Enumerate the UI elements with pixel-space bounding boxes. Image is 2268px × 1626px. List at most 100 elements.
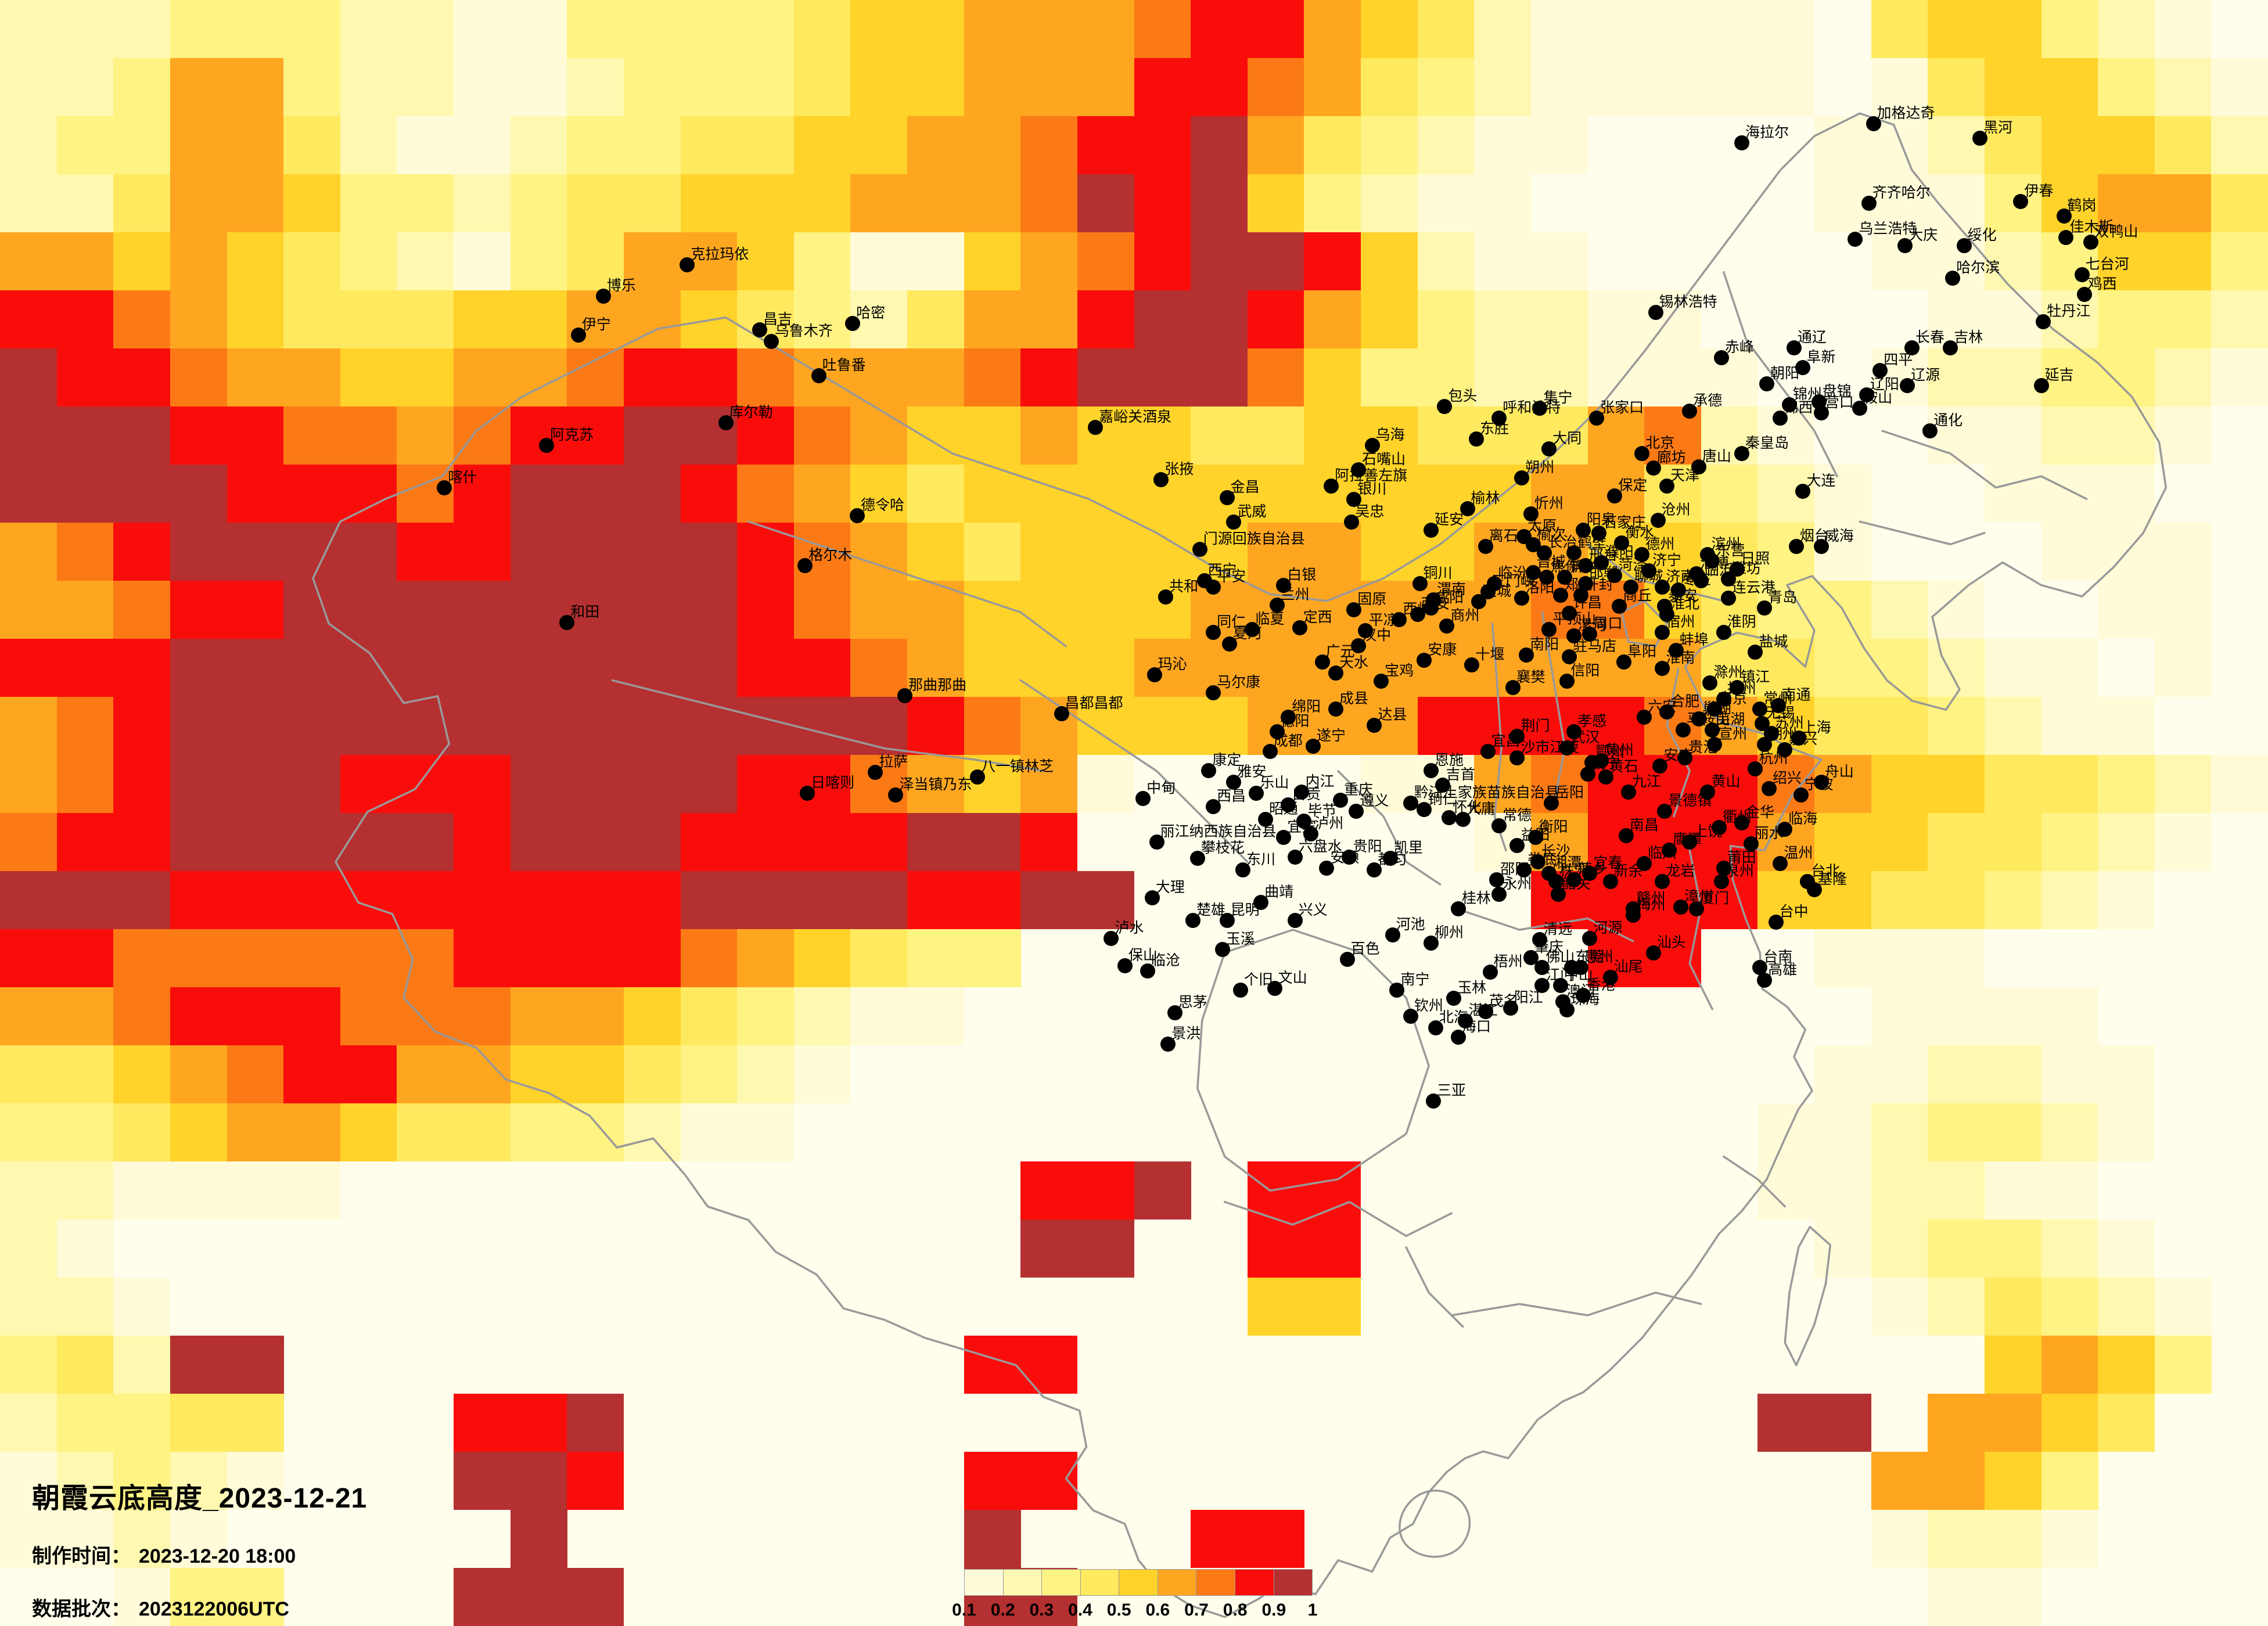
heatmap-cell: [2154, 290, 2212, 349]
city-label: 芜湖: [1716, 711, 1745, 728]
heatmap-cell: [2154, 116, 2212, 175]
city-label: 博乐: [606, 277, 636, 294]
city-label: 哈密: [856, 305, 886, 322]
heatmap-cell: [1530, 348, 1588, 407]
heatmap-cell: [113, 0, 171, 59]
city-label: 汕头: [1656, 934, 1686, 951]
heatmap-cell: [113, 58, 171, 117]
heatmap-cell: [56, 0, 114, 59]
city-label: 通化: [1933, 412, 1963, 429]
heatmap-cell: [680, 174, 738, 233]
heatmap-cell: [2211, 348, 2268, 407]
heatmap-cell: [1587, 58, 1645, 117]
heatmap-cell: [623, 58, 681, 117]
heatmap-cell: [56, 174, 114, 233]
heatmap-cell: [283, 116, 341, 175]
city-label: 威海: [1824, 527, 1854, 544]
city-label: 白银: [1287, 567, 1317, 583]
production-time-label: 制作时间：: [32, 1545, 131, 1567]
city-label: 喀什: [448, 469, 477, 485]
city-label: 东莞: [1575, 949, 1605, 965]
heatmap-cell: [1984, 174, 2041, 233]
city-label: 鹰潭: [1673, 832, 1702, 848]
heatmap-cell: [1928, 116, 1985, 175]
heatmap-cell: [1134, 406, 1191, 465]
heatmap-cell: [454, 0, 511, 59]
city-label: 安康: [1428, 641, 1457, 658]
production-time-line: 制作时间： 2023-12-20 18:00: [32, 1540, 367, 1569]
city-label: 忻州: [1534, 495, 1563, 512]
city-label: 曲靖: [1264, 884, 1294, 900]
heatmap-cell: [1134, 174, 1191, 233]
city-label: 韶关: [1561, 876, 1591, 892]
heatmap-cell: [56, 116, 114, 175]
heatmap-cell: [283, 348, 341, 407]
heatmap-cell: [2154, 348, 2212, 407]
city-label: 秦皇岛: [1745, 435, 1789, 452]
heatmap-cell: [1134, 348, 1191, 407]
heatmap-cell: [907, 174, 964, 233]
heatmap-cell: [1134, 232, 1191, 291]
heatmap-cell: [340, 58, 397, 117]
heatmap-cell: [1247, 116, 1304, 175]
heatmap-cell: [567, 232, 624, 291]
heatmap-cell: [1474, 174, 1532, 233]
city-label: 汉中: [1362, 627, 1392, 643]
heatmap-cell: [227, 174, 284, 233]
city-label: 延吉: [2044, 366, 2074, 383]
heatmap-cell: [850, 0, 908, 59]
city-label: 临沧: [1151, 952, 1180, 969]
heatmap-cell: [567, 348, 624, 407]
heatmap-cell: [1134, 58, 1191, 117]
heatmap-cell: [680, 116, 738, 175]
legend-swatch: [1080, 1570, 1120, 1595]
city-label: 攀枝花: [1201, 840, 1245, 857]
heatmap-cell: [1020, 348, 1078, 407]
heatmap-cell: [1417, 232, 1475, 291]
heatmap-cell: [1077, 58, 1134, 117]
city-label: 平安: [1217, 568, 1246, 585]
city-label: 景洪: [1171, 1025, 1201, 1042]
heatmap-cell: [227, 58, 284, 117]
heatmap-cell: [283, 58, 341, 117]
city-label: 信阳: [1570, 663, 1600, 679]
heatmap-cell: [1020, 0, 1078, 59]
legend-tick-label: 0.6: [1145, 1600, 1170, 1620]
heatmap-cell: [397, 290, 454, 349]
heatmap-cell: [1530, 406, 1588, 465]
heatmap-cell: [1077, 0, 1134, 59]
city-label: 遂宁: [1316, 728, 1346, 744]
city-label: 达县: [1378, 706, 1407, 723]
heatmap-cell: [907, 290, 964, 349]
heatmap-cell: [113, 348, 171, 407]
map-title: 朝霞云底高度_2023-12-21: [32, 1483, 368, 1514]
city-label: 阜新: [1806, 348, 1836, 365]
city-label: 武威: [1237, 503, 1267, 520]
city-label: 汕尾: [1613, 958, 1643, 975]
heatmap-cell: [1077, 290, 1134, 349]
city-label: 广元: [1325, 643, 1355, 660]
heatmap-cell: [340, 406, 397, 465]
heatmap-cell: [2098, 174, 2155, 233]
city-label: 成县: [1339, 690, 1369, 707]
heatmap-cell: [964, 58, 1021, 117]
city-label: 清远: [1543, 921, 1573, 938]
data-batch-line: 数据批次： 2023122006UTC: [32, 1593, 367, 1621]
heatmap-cell: [1984, 348, 2041, 407]
legend-tick-label: 0.5: [1106, 1600, 1131, 1620]
city-label: 盐城: [1759, 633, 1788, 650]
heatmap-cell: [510, 290, 567, 349]
heatmap-cell: [113, 232, 171, 291]
heatmap-cell: [510, 406, 567, 465]
heatmap-cell: [397, 406, 454, 465]
city-label: 怀化: [1453, 799, 1482, 816]
city-label: 临夏: [1255, 610, 1285, 627]
heatmap-cell: [964, 232, 1021, 291]
heatmap-cell: [1304, 174, 1361, 233]
heatmap-cell: [510, 58, 567, 117]
heatmap-cell: [227, 0, 284, 59]
heatmap-cell: [1361, 116, 1418, 175]
city-label: 玉林: [1457, 980, 1487, 997]
heatmap-cell: [1587, 290, 1645, 349]
